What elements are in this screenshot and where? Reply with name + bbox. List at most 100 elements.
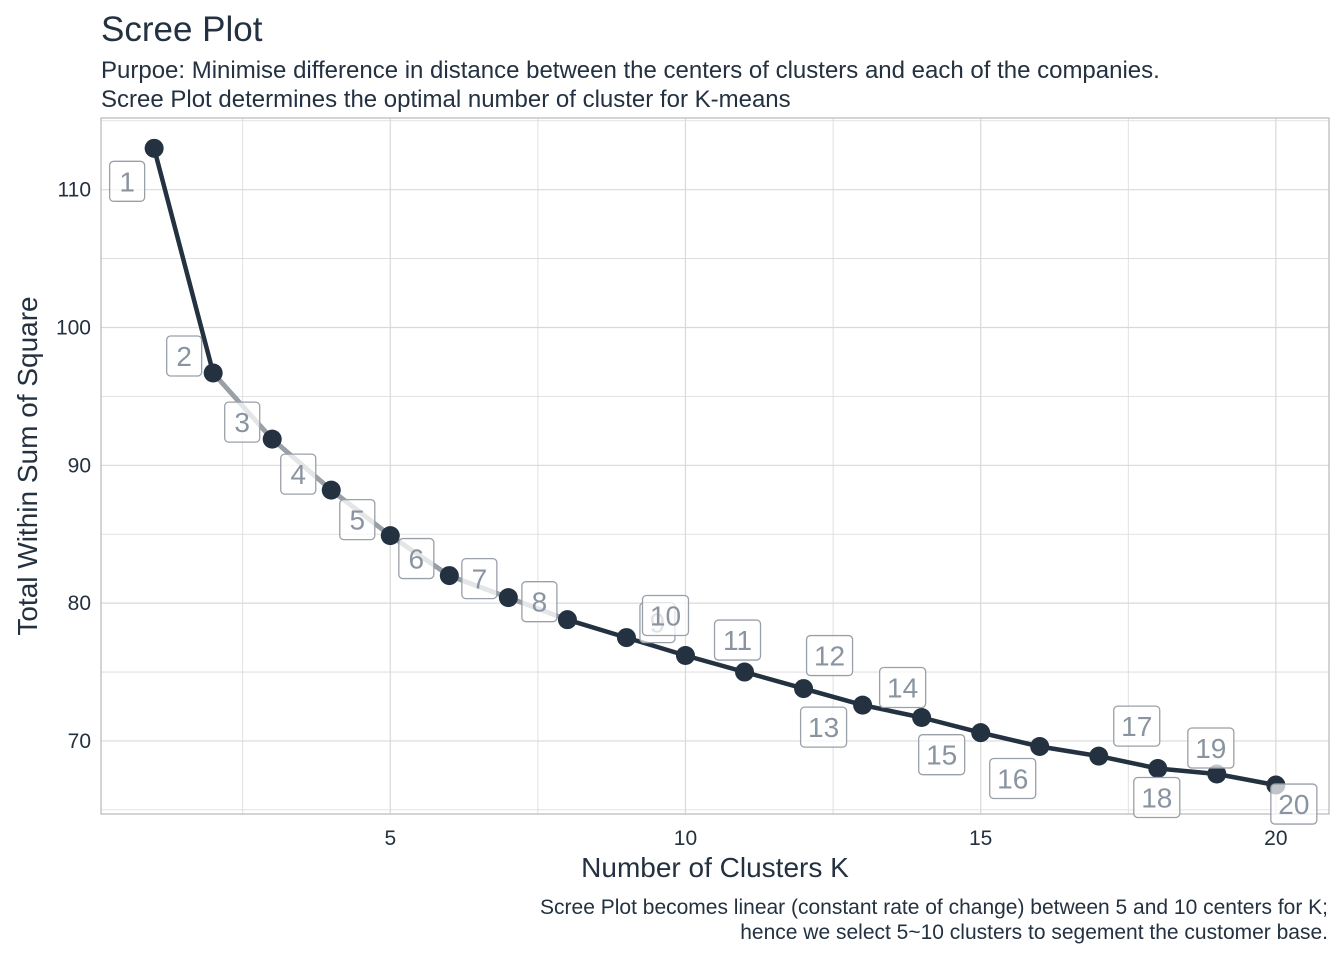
data-point xyxy=(1148,759,1168,779)
y-tick-label: 100 xyxy=(56,316,91,339)
y-tick-label: 70 xyxy=(68,730,91,753)
point-label-text: 7 xyxy=(472,564,488,595)
data-point xyxy=(794,679,814,699)
y-tick-label: 90 xyxy=(68,454,91,477)
point-label-text: 14 xyxy=(887,673,918,704)
chart-subtitle-line-2: Scree Plot determines the optimal number… xyxy=(101,86,791,113)
point-label-box xyxy=(641,594,690,637)
x-tick-label: 15 xyxy=(969,827,992,850)
point-labels: 1234567891011121314151617181920 xyxy=(108,160,1318,825)
data-point xyxy=(498,588,518,608)
point-label: 20 xyxy=(1270,783,1318,825)
point-label-box xyxy=(224,401,261,443)
point-label: 10 xyxy=(641,594,690,637)
point-label-box xyxy=(878,666,927,709)
point-label: 2 xyxy=(166,335,203,377)
point-label: 1 xyxy=(108,160,146,202)
point-label-text: 16 xyxy=(997,763,1028,794)
point-label-box xyxy=(918,734,966,776)
data-point xyxy=(735,662,755,682)
point-label: 13 xyxy=(799,706,848,748)
point-label: 6 xyxy=(398,537,435,580)
data-point xyxy=(1030,736,1050,756)
point-label-box xyxy=(339,498,376,541)
point-label: 4 xyxy=(280,453,317,495)
chart-caption-line-1: Scree Plot becomes linear (constant rate… xyxy=(540,896,1328,919)
data-point xyxy=(853,695,873,715)
data-points xyxy=(144,138,1286,795)
point-label: 15 xyxy=(918,734,966,776)
point-label-box xyxy=(989,757,1037,800)
point-label-text: 19 xyxy=(1195,733,1226,764)
x-tick-label: 20 xyxy=(1264,827,1287,850)
data-point xyxy=(912,708,932,728)
point-label-text: 15 xyxy=(926,740,957,771)
point-label-box xyxy=(799,706,848,748)
data-point xyxy=(971,723,991,743)
point-label-box xyxy=(1133,776,1181,819)
point-label-text: 11 xyxy=(723,625,752,656)
point-label: 16 xyxy=(989,757,1037,800)
point-label: 7 xyxy=(461,557,498,600)
x-tick-label: 5 xyxy=(384,827,396,850)
x-axis-title: Number of Clusters K xyxy=(581,852,849,883)
grid-lines xyxy=(101,118,1329,814)
chart-caption-line-2: hence we select 5~10 clusters to segemen… xyxy=(740,921,1328,944)
point-label-text: 6 xyxy=(409,544,425,575)
data-point xyxy=(439,566,459,586)
axis-ticks: 5 10 15 20 70 80 90 100 110 xyxy=(56,179,1288,850)
point-label: 3 xyxy=(224,401,261,443)
point-label-box xyxy=(280,453,317,495)
point-label: 8 xyxy=(521,581,558,623)
data-point xyxy=(144,138,164,158)
y-tick-label: 80 xyxy=(68,592,91,615)
series-line xyxy=(151,146,1279,788)
point-label-text: 18 xyxy=(1141,783,1172,814)
point-label-box xyxy=(108,160,146,202)
data-point xyxy=(1207,764,1227,784)
point-label-text: 4 xyxy=(290,459,306,490)
point-label-text: 12 xyxy=(814,641,845,672)
y-tick-label: 110 xyxy=(58,179,91,202)
point-label-text: 3 xyxy=(234,407,250,438)
chart-subtitle-line-1: Purpoe: Minimise difference in distance … xyxy=(101,57,1160,84)
data-point xyxy=(557,610,577,630)
point-label: 19 xyxy=(1187,727,1235,769)
data-point xyxy=(1089,746,1109,766)
point-label-text: 1 xyxy=(119,166,135,197)
point-label: 14 xyxy=(878,666,927,709)
point-label-box xyxy=(1187,727,1235,769)
series-line-path xyxy=(151,146,1279,788)
point-label-box xyxy=(1270,783,1318,825)
data-point xyxy=(203,363,223,383)
x-tick-label: 10 xyxy=(674,827,697,850)
point-label-text: 17 xyxy=(1121,711,1152,742)
point-label-text: 10 xyxy=(650,601,681,632)
point-label-text: 5 xyxy=(349,505,365,536)
y-axis-title: Total Within Sum of Square xyxy=(12,296,43,635)
chart-title: Scree Plot xyxy=(101,10,263,49)
point-label: 18 xyxy=(1133,776,1181,819)
point-label-box xyxy=(1113,705,1161,747)
point-label-box xyxy=(521,581,558,623)
point-label: 11 xyxy=(713,619,762,661)
data-point xyxy=(675,646,695,666)
panel-border xyxy=(100,117,1330,815)
point-label-text: 8 xyxy=(532,587,548,618)
point-label-text: 20 xyxy=(1278,789,1309,820)
point-label: 17 xyxy=(1113,705,1161,747)
data-point xyxy=(380,526,400,546)
point-label-box xyxy=(461,557,498,600)
point-label-text: 2 xyxy=(176,341,192,372)
data-point xyxy=(616,628,636,648)
point-label-box xyxy=(805,634,854,677)
point-label-text: 13 xyxy=(808,712,839,743)
data-point xyxy=(262,429,282,449)
point-label-box xyxy=(398,537,435,580)
data-point xyxy=(321,480,341,500)
point-label: 5 xyxy=(339,498,376,541)
point-label-box xyxy=(713,619,762,661)
point-label: 12 xyxy=(805,634,854,677)
point-label-box xyxy=(166,335,203,377)
